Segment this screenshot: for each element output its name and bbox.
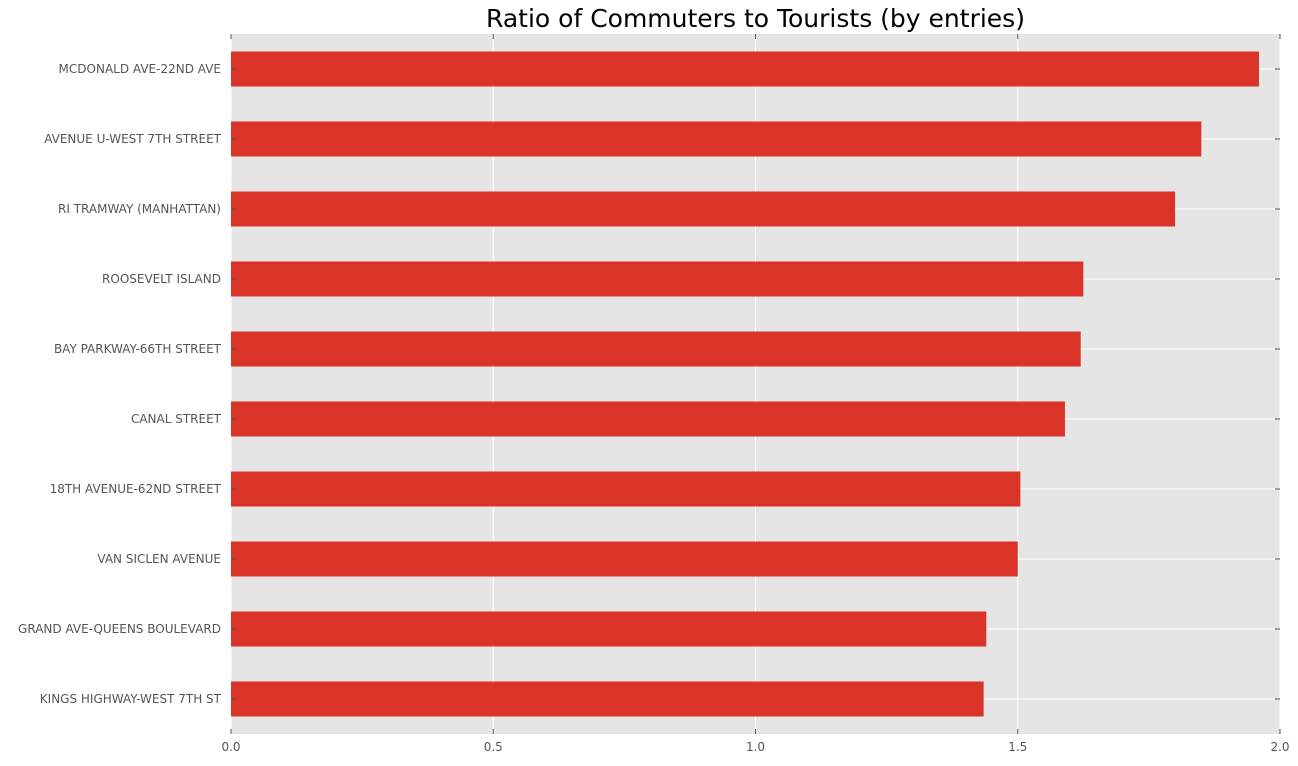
- x-tick-label: 2.0: [1270, 740, 1289, 754]
- y-tick-label: AVENUE U-WEST 7TH STREET: [44, 132, 221, 146]
- bar: [231, 191, 1176, 227]
- bar: [231, 261, 1084, 297]
- bars: [231, 51, 1260, 717]
- bar: [231, 541, 1018, 577]
- y-tick-label: CANAL STREET: [131, 412, 222, 426]
- y-tick-label: VAN SICLEN AVENUE: [97, 552, 221, 566]
- y-tick-label: MCDONALD AVE-22ND AVE: [59, 62, 221, 76]
- axis-labels: MCDONALD AVE-22ND AVE AVENUE U-WEST 7TH S…: [18, 62, 1290, 754]
- bar: [231, 681, 984, 717]
- bar: [231, 51, 1260, 87]
- y-tick-label: RI TRAMWAY (MANHATTAN): [58, 202, 221, 216]
- chart-title: Ratio of Commuters to Tourists (by entri…: [486, 4, 1025, 33]
- bar: [231, 611, 987, 647]
- bar: [231, 331, 1081, 367]
- x-tick-label: 1.0: [746, 740, 765, 754]
- bar: [231, 471, 1021, 507]
- bar: [231, 121, 1202, 157]
- axis-ticks: [230, 34, 1281, 734]
- bar: [231, 401, 1065, 437]
- y-tick-label: 18TH AVENUE-62ND STREET: [50, 482, 222, 496]
- y-tick-label: GRAND AVE-QUEENS BOULEVARD: [18, 622, 221, 636]
- x-tick-label: 1.5: [1008, 740, 1027, 754]
- y-tick-label: BAY PARKWAY-66TH STREET: [54, 342, 222, 356]
- x-tick-label: 0.0: [221, 740, 240, 754]
- x-tick-label: 0.5: [484, 740, 503, 754]
- y-tick-label: KINGS HIGHWAY-WEST 7TH ST: [40, 692, 222, 706]
- y-tick-label: ROOSEVELT ISLAND: [102, 272, 221, 286]
